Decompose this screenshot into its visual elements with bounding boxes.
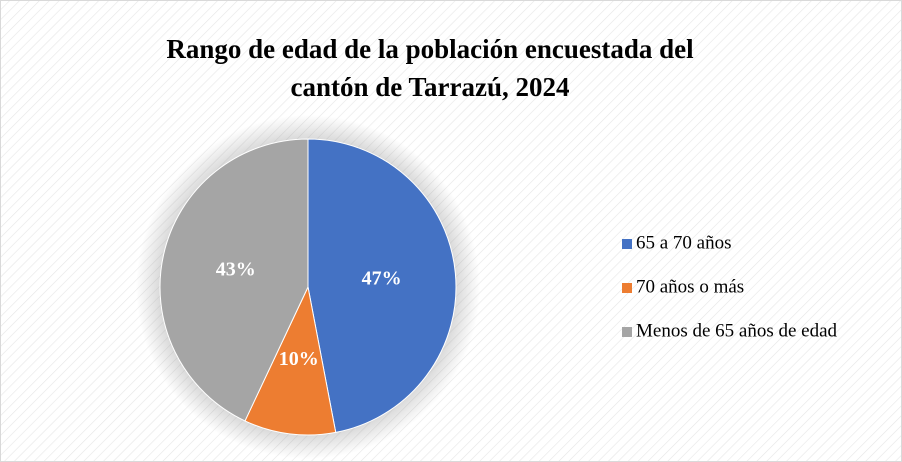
legend-swatch xyxy=(622,327,632,337)
chart-title: Rango de edad de la población encuestada… xyxy=(166,34,694,64)
legend-label: 70 años o más xyxy=(636,276,744,297)
chart-title: cantón de Tarrazú, 2024 xyxy=(290,72,569,102)
legend-swatch xyxy=(622,239,632,249)
legend-swatch xyxy=(622,283,632,293)
legend-label: 65 a 70 años xyxy=(636,232,732,253)
data-label: 43% xyxy=(216,258,256,280)
pie-slice xyxy=(159,138,309,422)
pie-slice xyxy=(244,285,337,436)
data-label: 47% xyxy=(362,268,402,290)
pie-slice xyxy=(307,138,457,433)
data-label: 10% xyxy=(279,348,319,370)
legend-label: Menos de 65 años de edad xyxy=(636,320,838,341)
